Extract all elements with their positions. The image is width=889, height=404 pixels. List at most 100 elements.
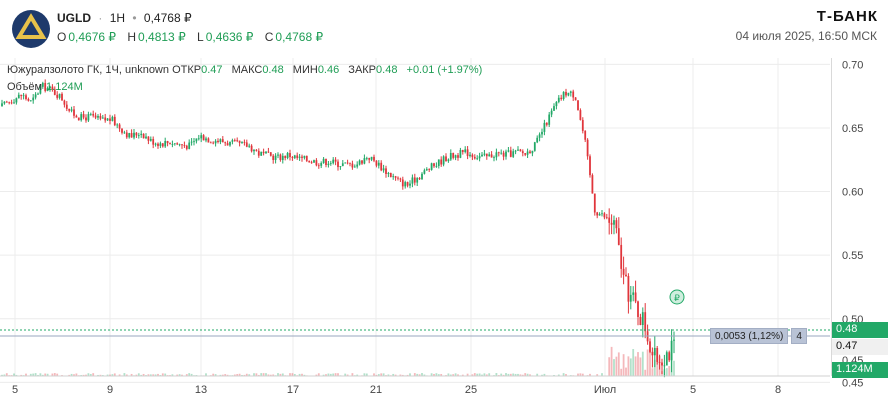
candle: [209, 141, 212, 144]
volume-bar: [543, 373, 546, 376]
x-tick-label: 17: [287, 384, 299, 396]
volume-bar: [113, 373, 116, 376]
volume-bar: [32, 373, 35, 376]
volume-bar: [41, 374, 44, 376]
volume-bar: [526, 373, 529, 376]
candle: [109, 114, 111, 125]
candle: [121, 128, 123, 135]
y-tick-label: 0.65: [842, 123, 863, 135]
candle: [601, 210, 603, 217]
candle: [673, 331, 675, 354]
candle: [622, 256, 625, 285]
volume-bar: [625, 367, 627, 376]
ohlc-close-value: 0,4768 ₽: [275, 30, 324, 44]
candle: [656, 345, 659, 365]
candle: [291, 156, 294, 161]
volume-bar: [637, 352, 639, 376]
volume-bar: [509, 373, 512, 376]
candle: [389, 172, 392, 178]
candle: [464, 146, 467, 154]
volume-bar: [267, 374, 270, 376]
volume-bar: [29, 373, 32, 376]
volume-bar: [519, 374, 522, 376]
volume-bar: [140, 374, 143, 376]
series-legend: Южуралзолото ГК, 1Ч, unknown ОТКР0.47 МА…: [7, 64, 482, 76]
volume-bar: [430, 373, 433, 376]
candle: [53, 86, 56, 96]
ticker-symbol[interactable]: UGLD: [57, 11, 91, 25]
volume-bar: [20, 374, 23, 376]
chart-area[interactable]: 0.70 0.65 0.60 0.55 0.50 0.45 0.45 5 9 13 17 21 25 И…: [0, 58, 889, 404]
volume-bar: [1, 374, 3, 376]
ohlc-high-value: 0,4813 ₽: [138, 30, 186, 44]
candle: [281, 153, 284, 164]
candle: [73, 106, 75, 119]
volume-bar: [452, 374, 455, 376]
candle: [428, 168, 431, 173]
volume-bar: [37, 374, 39, 376]
candle: [579, 108, 582, 121]
candle: [46, 86, 49, 92]
candle: [332, 157, 335, 165]
volume-bar: [620, 368, 623, 376]
candle: [363, 154, 366, 165]
price-chart[interactable]: 0.700.650.600.550.500.450.45 5 9 13 17 21 25 И…: [0, 58, 889, 404]
volume-bar: [255, 373, 258, 376]
candle: [615, 217, 618, 234]
legend-low-label: МИН: [292, 64, 318, 76]
candle: [279, 153, 282, 162]
volume-bar: [615, 356, 618, 376]
candle: [497, 151, 500, 157]
x-tick-label: Июл: [594, 384, 616, 396]
volume-bar: [226, 374, 229, 376]
candle: [305, 155, 308, 163]
candle: [34, 92, 37, 100]
candle: [490, 151, 493, 158]
candle: [217, 138, 219, 144]
volume-bar: [421, 373, 423, 376]
volume-bar: [70, 373, 73, 376]
volume-bar: [269, 374, 272, 376]
x-axis[interactable]: 5 9 13 17 21 25 Июл 5 8: [0, 375, 830, 396]
volume-bar: [82, 374, 85, 376]
volume-bar: [641, 351, 644, 376]
volume-bar: [665, 368, 668, 376]
volume-bar: [473, 373, 476, 376]
volume-bar: [25, 373, 27, 376]
candle: [123, 130, 126, 134]
candle: [58, 93, 61, 100]
volume-bar: [596, 374, 599, 376]
measure-ruler[interactable]: 0,0053 (1,12%) 4: [710, 328, 807, 344]
volume-bar: [279, 373, 282, 376]
candle: [644, 303, 647, 339]
candle: [471, 153, 474, 161]
dividend-marker[interactable]: ₽: [669, 289, 685, 305]
candle: [137, 132, 140, 139]
candle: [392, 173, 395, 180]
volume-bar: [149, 374, 152, 376]
candle: [301, 154, 303, 162]
candle: [452, 152, 455, 160]
candle: [101, 114, 104, 119]
candle: [574, 97, 577, 101]
candle: [553, 103, 555, 112]
candle: [65, 101, 68, 112]
candle: [214, 139, 217, 147]
candle: [356, 161, 359, 169]
volume-bar: [373, 373, 375, 376]
candlestick-series[interactable]: [1, 79, 675, 378]
interval-label[interactable]: 1H: [109, 11, 126, 25]
candle: [505, 149, 507, 160]
volume-bar: [44, 373, 47, 376]
candle: [322, 157, 325, 164]
volume-bar: [344, 373, 347, 376]
volume-bar: [265, 373, 267, 376]
candle: [613, 215, 615, 235]
candle: [89, 112, 92, 116]
volume-bar: [476, 373, 479, 376]
candle: [164, 137, 167, 148]
volume-bar: [241, 374, 243, 376]
volume-legend: Объём 1.124M: [7, 81, 83, 93]
candle: [442, 155, 445, 167]
candle: [70, 106, 73, 113]
